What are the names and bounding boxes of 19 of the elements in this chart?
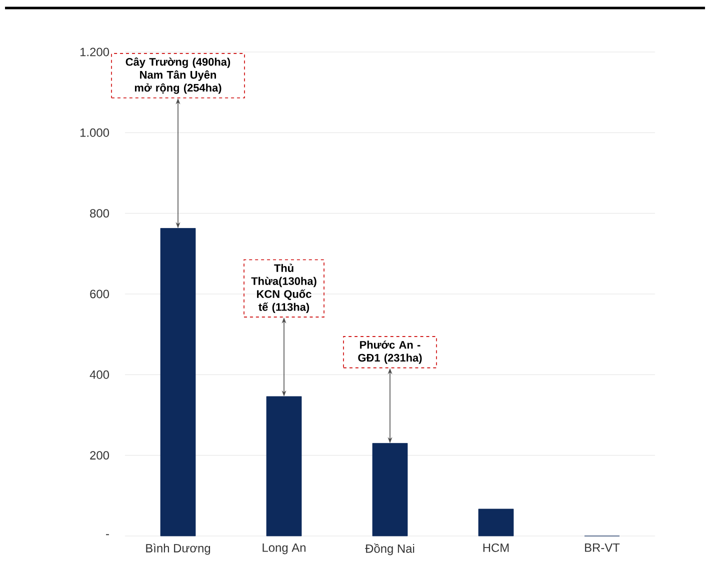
y-tick-label: 1.200	[80, 48, 110, 56]
y-tick-label: 400	[90, 370, 110, 379]
y-tick-label: 800	[90, 209, 110, 218]
x-tick-label: Đồng Nai	[365, 544, 414, 556]
annotation: Cây Trường (490ha) Nam Tân Uyên mở rộng (254ha)	[126, 57, 230, 94]
bar	[372, 443, 408, 536]
y-tick-label: 1.000	[80, 128, 110, 137]
bar	[478, 508, 514, 536]
annotation: Thủ Thừa(130ha) KCN Quốc tế (113ha)	[251, 264, 316, 314]
y-tick-label: 600	[90, 290, 110, 298]
bar	[160, 228, 196, 536]
x-tick-label: HCM	[483, 544, 509, 552]
bar	[266, 396, 302, 536]
x-tick-label: Bình Dương	[146, 544, 210, 555]
annotation: Phước An - GĐ1 (231ha)	[358, 340, 422, 364]
x-tick-label: Long An	[262, 544, 306, 554]
y-tick-label: 200	[90, 451, 110, 460]
x-tick-label: BR-VT	[585, 544, 620, 552]
y-tick-label: -	[106, 534, 109, 536]
